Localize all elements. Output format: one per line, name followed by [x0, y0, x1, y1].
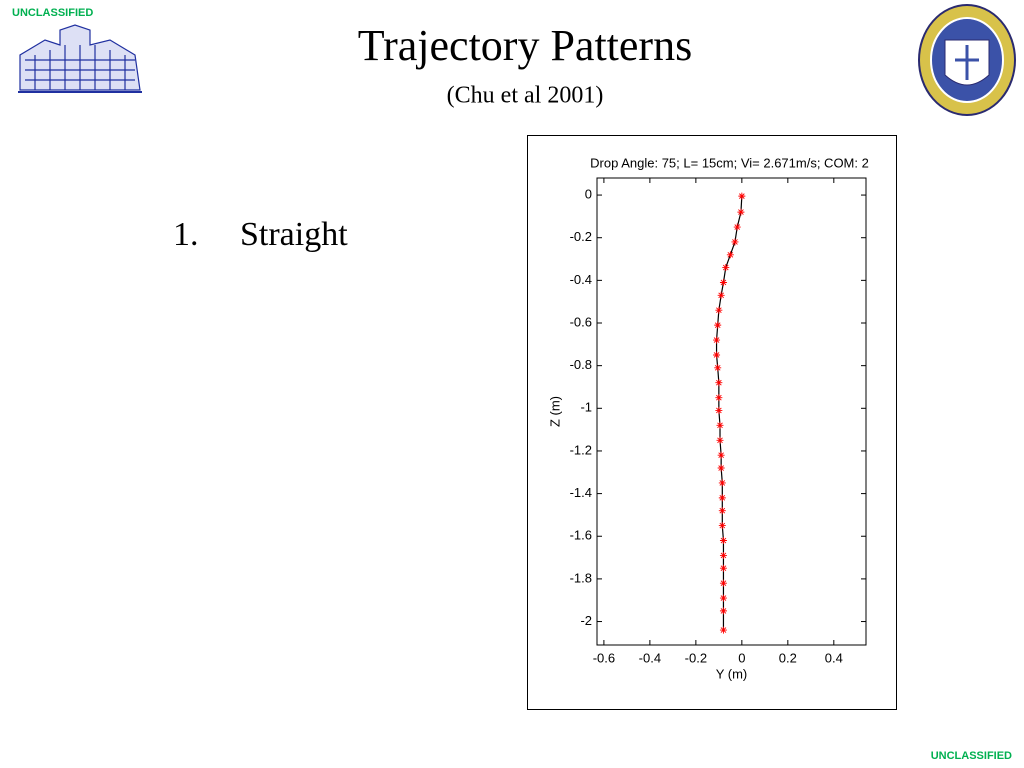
trajectory-marker	[716, 436, 724, 444]
y-tick-label: -1.4	[570, 485, 592, 500]
plot-area	[596, 177, 867, 646]
trajectory-marker	[719, 278, 727, 286]
x-tick-label: 0.2	[779, 650, 797, 665]
x-tick-label: -0.2	[685, 650, 707, 665]
trajectory-marker	[719, 579, 727, 587]
trajectory-marker	[713, 351, 721, 359]
trajectory-marker	[717, 451, 725, 459]
x-tick-label: -0.6	[593, 650, 615, 665]
y-tick-label: -1.2	[570, 442, 592, 457]
trajectory-marker	[718, 494, 726, 502]
trajectory-marker	[719, 607, 727, 615]
trajectory-marker	[714, 364, 722, 372]
trajectory-marker	[715, 379, 723, 387]
y-tick-label: -0.6	[570, 314, 592, 329]
trajectory-marker	[715, 394, 723, 402]
trajectory-marker	[717, 291, 725, 299]
chart: Drop Angle: 75; L= 15cm; Vi= 2.671m/s; C…	[547, 155, 868, 681]
x-tick-label: 0.4	[825, 650, 843, 665]
trajectory-marker	[733, 223, 741, 231]
school-crest-logo	[918, 4, 1016, 116]
slide-title: Trajectory Patterns	[358, 21, 692, 70]
y-tick-label: -1.8	[570, 570, 592, 585]
trajectory-marker	[718, 522, 726, 530]
x-tick-label: -0.4	[639, 650, 661, 665]
trajectory-marker	[718, 507, 726, 515]
y-tick-label: -1	[580, 400, 592, 415]
slide-subtitle: (Chu et al 2001)	[447, 83, 604, 109]
trajectory-marker	[718, 479, 726, 487]
trajectory-marker	[719, 626, 727, 634]
trajectory-marker	[717, 464, 725, 472]
trajectory-marker	[726, 251, 734, 259]
trajectory-marker	[719, 551, 727, 559]
y-tick-label: -0.8	[570, 357, 592, 372]
y-tick-label: -0.2	[570, 229, 592, 244]
trajectory-marker	[731, 238, 739, 246]
school-building-logo	[18, 24, 142, 93]
trajectory-marker	[719, 537, 727, 545]
trajectory-marker	[719, 564, 727, 572]
trajectory-marker	[714, 321, 722, 329]
classification-bottom: UNCLASSIFIED	[931, 750, 1012, 762]
trajectory-marker	[715, 306, 723, 314]
list-number: 1.	[173, 216, 199, 253]
trajectory-marker	[716, 421, 724, 429]
x-axis-label: Y (m)	[716, 666, 748, 681]
x-tick-label: 0	[738, 650, 745, 665]
trajectory-marker	[722, 264, 730, 272]
y-tick-label: -2	[580, 613, 592, 628]
trajectory-marker	[737, 208, 745, 216]
y-tick-label: 0	[585, 186, 592, 201]
trajectory-marker	[719, 594, 727, 602]
list-item: Straight	[240, 216, 348, 253]
trajectory-marker	[738, 192, 746, 200]
classification-top: UNCLASSIFIED	[12, 7, 93, 19]
y-axis-label: Z (m)	[547, 396, 562, 427]
y-tick-label: -1.6	[570, 528, 592, 543]
y-tick-label: -0.4	[570, 272, 592, 287]
chart-title: Drop Angle: 75; L= 15cm; Vi= 2.671m/s; C…	[590, 155, 869, 170]
trajectory-marker	[713, 336, 721, 344]
trajectory-marker	[715, 406, 723, 414]
